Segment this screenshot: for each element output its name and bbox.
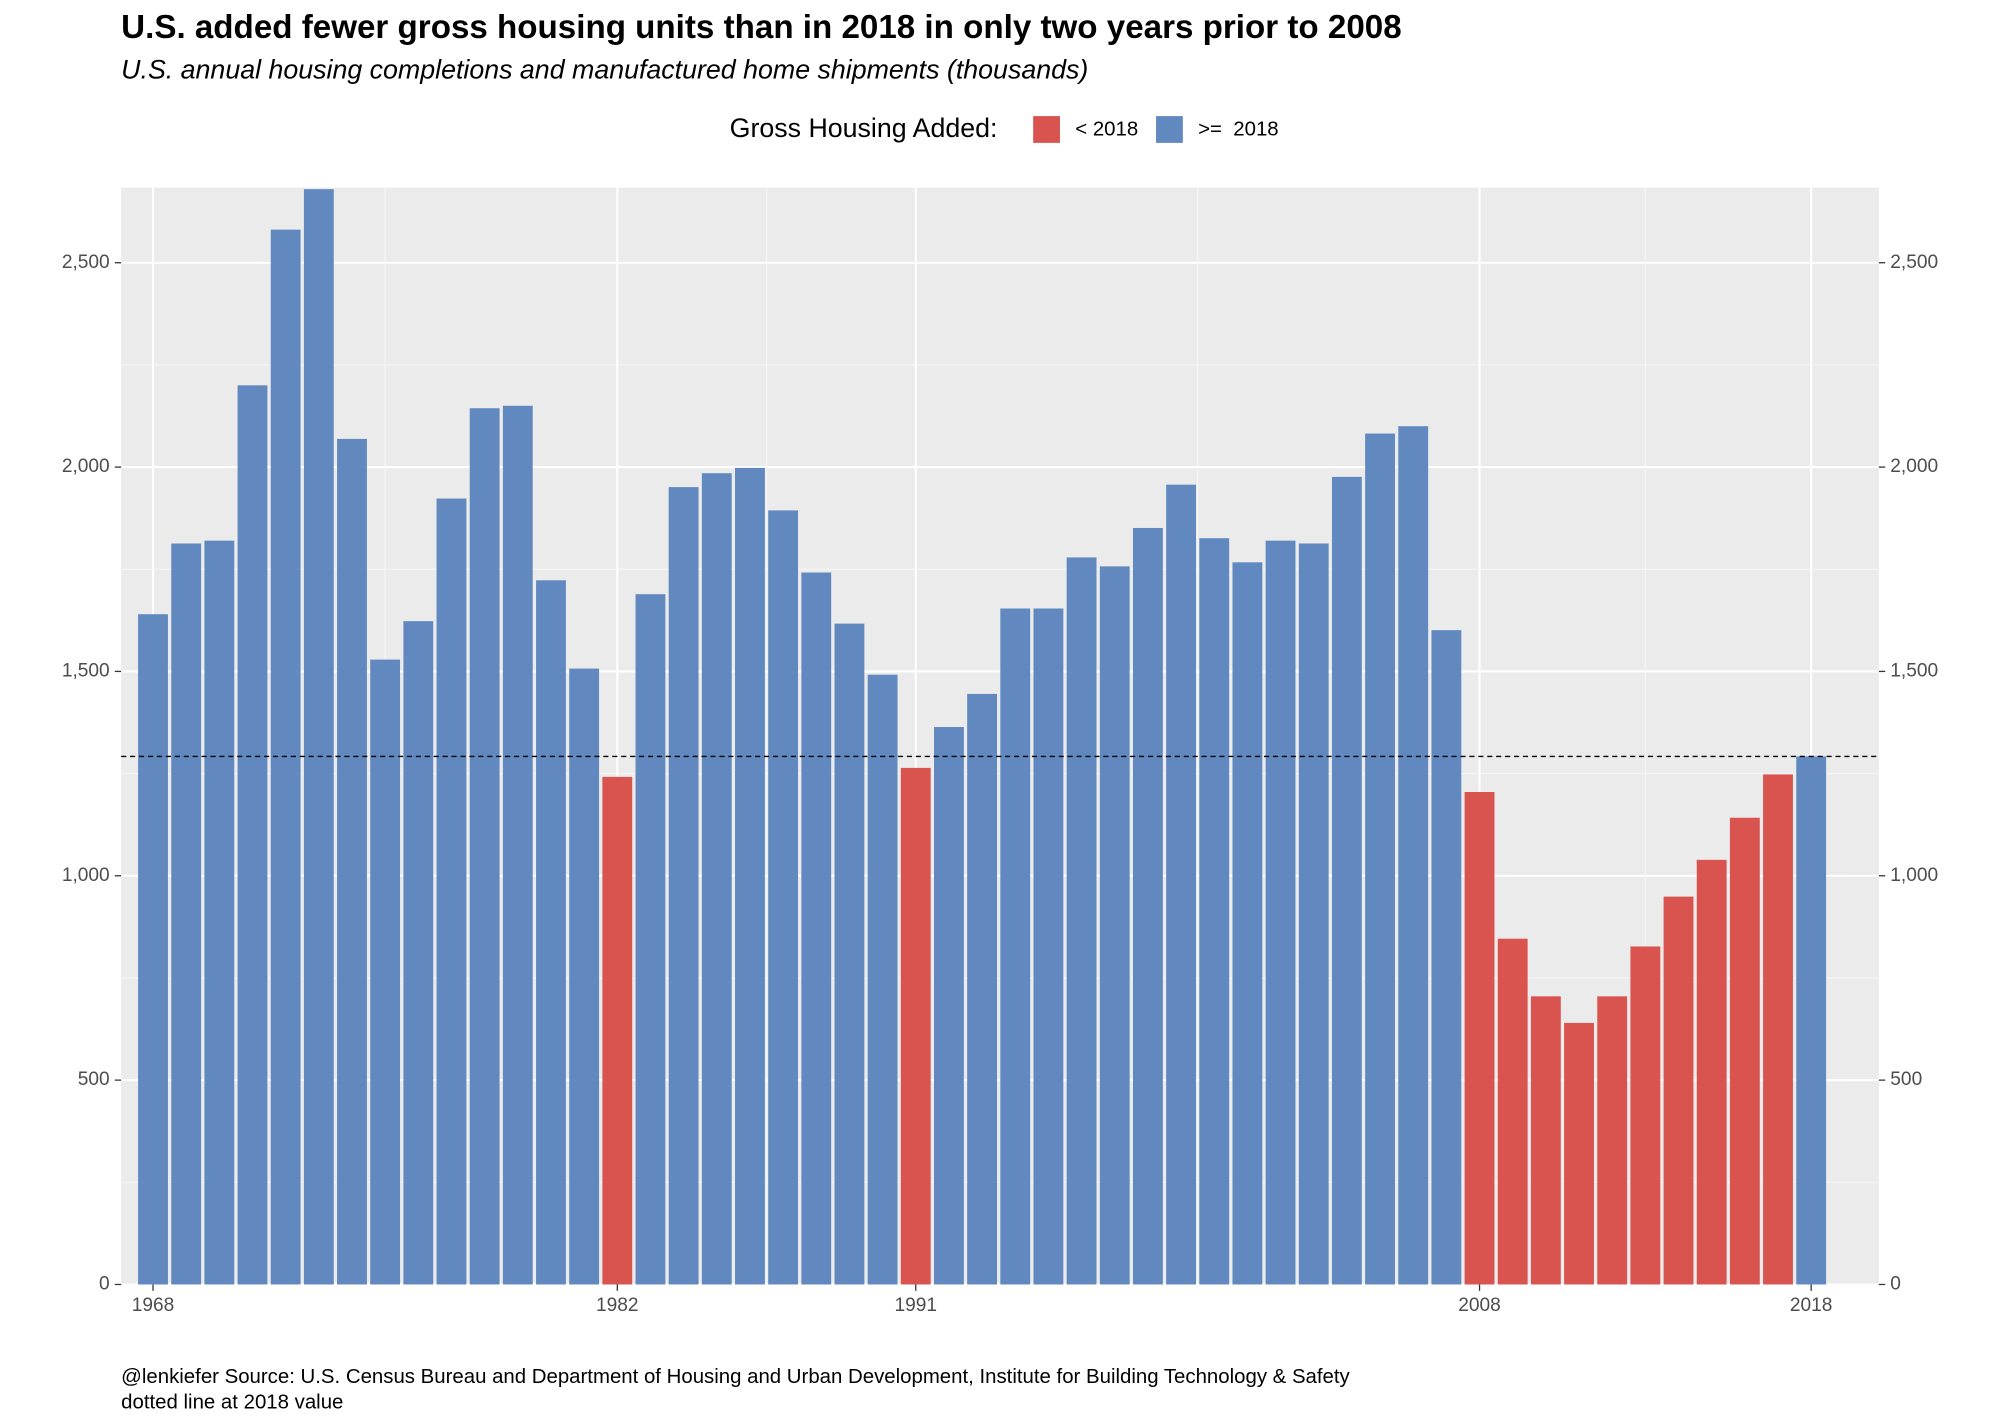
y2-tick-label: 2,000: [1890, 456, 1938, 477]
bar: [1630, 946, 1661, 1285]
bar: [1464, 791, 1495, 1285]
legend-swatch: [1033, 116, 1060, 143]
caption: dotted line at 2018 value: [121, 1391, 343, 1413]
bar: [237, 385, 268, 1285]
bar: [635, 594, 666, 1285]
bar: [967, 693, 998, 1285]
y2-tick-label: 2,500: [1890, 252, 1938, 273]
bar: [1597, 996, 1628, 1285]
bar: [1099, 566, 1130, 1285]
bar: [1663, 896, 1694, 1285]
bar: [1398, 426, 1429, 1285]
y2-tick-label: 500: [1890, 1069, 1922, 1090]
bar: [1166, 484, 1196, 1285]
bar: [1530, 996, 1561, 1285]
x-tick-label: 1968: [132, 1295, 175, 1316]
legend-title: Gross Housing Added:: [730, 113, 998, 143]
bar: [735, 467, 765, 1285]
y2-tick-label: 1,500: [1890, 660, 1938, 681]
bar: [834, 623, 865, 1285]
bar: [1265, 540, 1296, 1285]
bar: [436, 498, 467, 1285]
chart-title: U.S. added fewer gross housing units tha…: [121, 9, 1401, 46]
bar: [171, 543, 202, 1285]
bar: [1132, 527, 1163, 1285]
bar: [1431, 630, 1462, 1285]
bar: [370, 659, 401, 1285]
bar: [1696, 859, 1727, 1285]
bar: [768, 510, 799, 1285]
y-tick-label: 0: [99, 1274, 110, 1295]
bar: [204, 540, 235, 1285]
bar: [1066, 557, 1097, 1285]
bar: [502, 405, 533, 1285]
bar: [1199, 538, 1230, 1285]
bar: [1033, 608, 1064, 1285]
bar: [1796, 756, 1827, 1285]
legend-label: >= 2018: [1198, 119, 1279, 141]
y-tick-label: 2,000: [62, 456, 110, 477]
y-tick-label: 1,000: [62, 865, 110, 886]
bar: [668, 487, 699, 1285]
bar: [1497, 938, 1528, 1285]
bar: [934, 727, 964, 1285]
bar: [1763, 774, 1793, 1285]
bar: [138, 614, 168, 1285]
bar: [1232, 562, 1263, 1285]
bar: [569, 668, 600, 1285]
bar: [469, 408, 500, 1285]
bar: [1564, 1022, 1594, 1285]
bar: [403, 621, 434, 1285]
y2-tick-label: 0: [1890, 1274, 1901, 1295]
legend-label: < 2018: [1075, 119, 1138, 141]
chart-subtitle: U.S. annual housing completions and manu…: [121, 55, 1088, 85]
x-tick-label: 1991: [894, 1295, 937, 1316]
y-tick-label: 1,500: [62, 660, 110, 681]
bar: [1331, 476, 1362, 1285]
x-tick-label: 2018: [1790, 1295, 1833, 1316]
y-tick-label: 2,500: [62, 252, 110, 273]
bar: [337, 438, 367, 1285]
legend-swatch: [1156, 116, 1183, 143]
bar: [1729, 817, 1760, 1285]
x-tick-label: 1982: [596, 1295, 639, 1316]
bar: [701, 473, 732, 1285]
bar: [1365, 433, 1395, 1285]
bar: [602, 776, 633, 1285]
bar: [1000, 608, 1031, 1285]
bar: [900, 767, 931, 1285]
x-tick-label: 2008: [1458, 1295, 1501, 1316]
caption: @lenkiefer Source: U.S. Census Bureau an…: [121, 1366, 1350, 1388]
bar: [303, 189, 334, 1285]
y2-tick-label: 1,000: [1890, 865, 1938, 886]
bar: [1298, 543, 1329, 1285]
y-tick-label: 500: [78, 1069, 110, 1090]
bar: [536, 580, 566, 1285]
bar: [867, 674, 898, 1285]
bar: [801, 572, 832, 1285]
